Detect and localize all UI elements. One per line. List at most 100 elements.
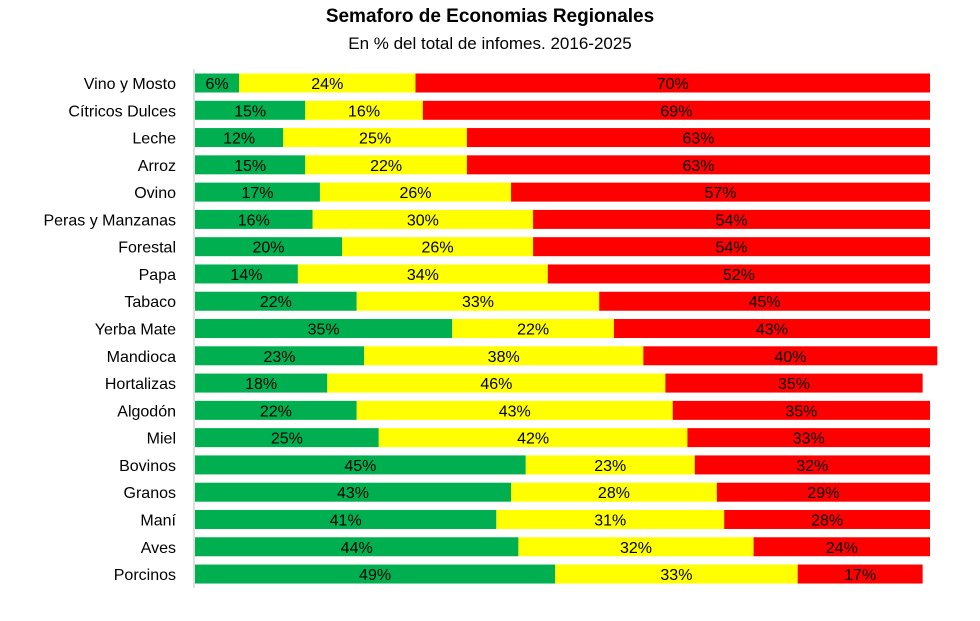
bar-segment [195,373,328,393]
bar-segment [415,73,930,93]
data-label: 33% [660,567,692,584]
data-label: 22% [370,158,402,175]
data-label: 34% [407,267,439,284]
data-label: 45% [344,458,376,475]
category-label: Bovinos [119,458,176,475]
data-label: 40% [774,349,806,366]
data-label: 16% [238,212,270,229]
bar-segment [297,264,548,284]
bar-segment [716,482,930,502]
chart-title: Semaforo de Economias Regionales [325,6,655,27]
bar-segment [195,264,298,284]
data-label: 26% [399,185,431,202]
data-label: 41% [330,512,362,529]
data-label: 14% [230,267,262,284]
category-label: Aves [141,540,176,557]
bar-segment [422,100,930,120]
data-label: 57% [705,185,737,202]
bar-segment [195,509,497,529]
bar-segment [356,400,673,420]
bar-segment [195,128,284,148]
category-label: Forestal [118,240,176,257]
bar-segment [195,400,357,420]
bar-segment [283,128,467,148]
data-label: 26% [422,240,454,257]
bar-segment [378,428,688,448]
category-label: Leche [132,131,176,148]
data-label: 49% [359,567,391,584]
data-label: 24% [826,540,858,557]
data-label: 38% [488,349,520,366]
bar-segment [533,209,930,229]
data-label: 18% [245,376,277,393]
bar-segment [511,482,717,502]
data-label: 35% [785,403,817,420]
category-label: Miel [147,431,176,448]
data-label: 54% [716,240,748,257]
bar-segment [305,155,467,175]
bar-segment [672,400,930,420]
bar-segment [466,128,930,148]
bar-segment [525,455,695,475]
data-label: 6% [205,76,228,93]
category-label: Maní [140,512,176,529]
data-label: 15% [234,158,266,175]
category-label: Cítricos Dulces [68,103,176,120]
category-label: Arroz [138,158,176,175]
data-label: 33% [793,431,825,448]
data-label: 28% [811,512,843,529]
bar-segment [195,537,519,557]
bar-segment [643,346,938,366]
category-label: Tabaco [124,294,176,311]
category-label: Granos [124,485,176,502]
data-label: 28% [598,485,630,502]
category-label: Papa [139,267,176,284]
bar-segment [511,182,930,202]
bar-segment [342,237,534,257]
data-label: 63% [682,158,714,175]
bar-segment [195,73,240,93]
data-label: 23% [264,349,296,366]
bar-segment [312,209,534,229]
data-label: 32% [620,540,652,557]
bar-segment [599,291,930,311]
data-label: 23% [594,458,626,475]
bar-segment [195,455,526,475]
bar-segment [195,182,320,202]
bar-segment [694,455,930,475]
bar-segment [239,73,416,93]
data-label: 20% [252,240,284,257]
data-label: 16% [348,103,380,120]
data-label: 43% [499,403,531,420]
bar-segment [195,564,556,584]
data-label: 17% [241,185,273,202]
data-label: 30% [407,212,439,229]
data-label: 44% [341,540,373,557]
category-label: Vino y Mosto [84,76,176,93]
data-label: 22% [260,403,292,420]
bar-segment [547,264,930,284]
data-label: 25% [359,131,391,148]
data-label: 52% [723,267,755,284]
bar-segment [466,155,930,175]
bar-segment [364,346,644,366]
data-label: 24% [311,76,343,93]
category-label: Mandioca [107,349,176,366]
bar-segment [356,291,600,311]
data-label: 32% [796,458,828,475]
data-label: 31% [594,512,626,529]
category-label: Yerba Mate [95,322,176,339]
data-label: 69% [660,103,692,120]
data-label: 35% [778,376,810,393]
bar-segment [195,291,357,311]
bar-segment [195,482,512,502]
bar-segment [613,319,930,339]
category-label: Ovino [134,185,176,202]
data-label: 42% [517,431,549,448]
bar-segment [195,319,453,339]
data-label: 63% [682,131,714,148]
data-label: 54% [716,212,748,229]
bar-segment [724,509,930,529]
data-label: 70% [657,76,689,93]
